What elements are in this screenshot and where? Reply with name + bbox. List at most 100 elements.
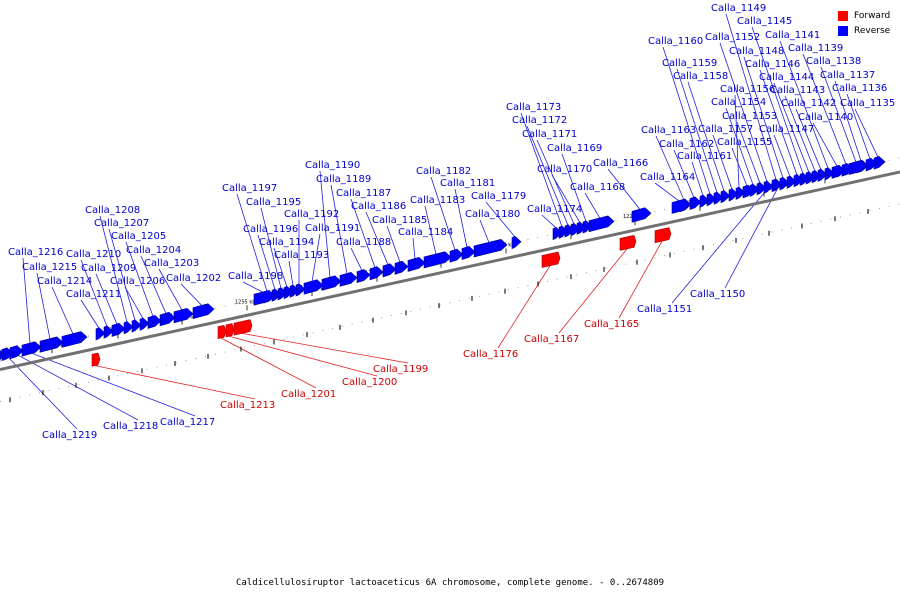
gene-label-calla_1161: Calla_1161 — [677, 151, 732, 162]
leader-calla_1141 — [779, 40, 829, 169]
leader-calla_1165 — [618, 240, 663, 319]
leader-calla_1161 — [691, 161, 704, 196]
gene-label-calla_1195: Calla_1195 — [246, 197, 301, 208]
leader-calla_1188 — [350, 247, 363, 271]
leader-calla_1181 — [454, 188, 468, 248]
gene-feature-calla_1204 — [159, 311, 176, 327]
leader-calla_1151 — [671, 179, 776, 304]
gene-label-calla_1189: Calla_1189 — [316, 174, 371, 185]
gene-feature-calla_1160 — [706, 193, 717, 207]
gene-label-calla_1140: Calla_1140 — [798, 112, 853, 123]
leader-calla_1218 — [5, 348, 139, 421]
leader-calla_1152 — [719, 42, 768, 182]
gene-feature-calla_1165 — [654, 227, 672, 244]
leader-calla_1168 — [584, 192, 601, 219]
leader-calla_1159 — [676, 68, 718, 193]
gene-feature-calla_1192 — [295, 283, 306, 297]
gene-feature-calla_1181 — [461, 246, 476, 260]
leader-calla_1184 — [412, 237, 416, 259]
gene-feature-calla_1201 — [217, 324, 227, 340]
gene-label-calla_1218: Calla_1218 — [103, 421, 158, 432]
gene-label-calla_1203: Calla_1203 — [144, 258, 199, 269]
gene-label-calla_1170: Calla_1170 — [537, 164, 592, 175]
gene-label-calla_1147: Calla_1147 — [759, 124, 814, 135]
leader-calla_1136 — [846, 93, 871, 160]
gene-feature-calla_1153 — [756, 182, 767, 196]
leader-calla_1149 — [725, 13, 777, 180]
leader-calla_1219 — [0, 349, 78, 430]
gene-label-calla_1182: Calla_1182 — [416, 166, 471, 177]
forward-swatch — [838, 10, 848, 21]
legend-forward-label: Forward — [854, 10, 891, 21]
gene-label-calla_1138: Calla_1138 — [806, 56, 861, 67]
gene-label-calla_1174: Calla_1174 — [527, 204, 582, 215]
gene-labels: Calla_1135 Calla_1136 Calla_1137 Calla_1138… — [8, 3, 895, 441]
tick-label: 1255 kbp — [235, 299, 259, 305]
gene-feature-calla_1142 — [817, 168, 828, 182]
gene-label-calla_1194: Calla_1194 — [259, 237, 314, 248]
leader-calla_1153 — [736, 121, 761, 184]
gene-label-calla_1204: Calla_1204 — [126, 245, 181, 256]
leader-calla_1196 — [257, 234, 276, 290]
gene-feature-calla_1143 — [811, 170, 822, 184]
gene-feature-calla_1155 — [742, 184, 755, 199]
gene-label-calla_1153: Calla_1153 — [722, 111, 777, 122]
gene-label-calla_1210: Calla_1210 — [66, 249, 121, 260]
leader-calla_1163 — [655, 135, 685, 201]
gene-label-calla_1180: Calla_1180 — [465, 209, 520, 220]
leader-calla_1211 — [80, 299, 100, 329]
leader-calla_1142 — [795, 108, 822, 170]
leader-calla_1176 — [497, 265, 551, 349]
legend-reverse: Reverse — [838, 23, 890, 38]
leader-calla_1157 — [712, 134, 733, 190]
gene-label-calla_1217: Calla_1217 — [160, 417, 215, 428]
gene-feature-calla_1136 — [865, 157, 878, 172]
gene-label-calla_1209: Calla_1209 — [81, 263, 136, 274]
gene-label-calla_1151: Calla_1151 — [637, 304, 692, 315]
gene-label-calla_1183: Calla_1183 — [410, 195, 465, 206]
gene-feature-calla_1203 — [173, 307, 194, 324]
gene-label-calla_1150: Calla_1150 — [690, 289, 745, 300]
reverse-swatch — [838, 25, 848, 36]
gene-feature-calla_1150 — [779, 177, 790, 191]
leader-calla_1164 — [654, 182, 680, 202]
gene-label-calla_1171: Calla_1171 — [522, 129, 577, 140]
gene-feature-calla_1164 — [671, 199, 690, 214]
gene-feature-calla_1207 — [131, 319, 142, 333]
legend: Forward Reverse — [838, 8, 890, 38]
leader-calla_1201 — [220, 337, 317, 389]
gene-label-calla_1169: Calla_1169 — [547, 143, 602, 154]
gene-feature-calla_1200 — [225, 323, 235, 338]
leader-calla_1144 — [773, 82, 810, 173]
gene-label-calla_1219: Calla_1219 — [42, 430, 97, 441]
gene-label-calla_1215: Calla_1215 — [22, 262, 77, 273]
gene-label-calla_1208: Calla_1208 — [85, 205, 140, 216]
gene-label-calla_1185: Calla_1185 — [372, 215, 427, 226]
gene-feature-calla_1199 — [233, 319, 253, 336]
gene-label-calla_1187: Calla_1187 — [336, 188, 391, 199]
gene-feature-calla_1205 — [147, 314, 162, 329]
leader-calla_1193 — [288, 260, 294, 286]
gene-feature-calla_1151 — [771, 178, 782, 193]
leader-calla_1191 — [311, 233, 321, 282]
gene-feature-calla_1182 — [449, 248, 464, 263]
gene-label-calla_1149: Calla_1149 — [711, 3, 766, 14]
gene-feature-calla_1179 — [511, 235, 522, 250]
leader-calla_1213 — [94, 365, 256, 400]
gene-feature-calla_1159 — [713, 191, 724, 205]
gene-feature-calla_1185 — [394, 260, 409, 275]
leader-calla_1155 — [731, 147, 748, 187]
gene-feature-calla_1180 — [473, 239, 508, 258]
leader-calla_1180 — [479, 219, 490, 243]
leader-calla_1145 — [751, 26, 804, 174]
gene-feature-calla_1198 — [253, 289, 276, 306]
leader-calla_1135 — [854, 108, 879, 158]
gene-feature-calla_1144 — [805, 171, 816, 185]
gene-label-calla_1207: Calla_1207 — [94, 218, 149, 229]
leader-calla_1171 — [536, 139, 575, 225]
gene-label-calla_1184: Calla_1184 — [398, 227, 453, 238]
gene-label-calla_1179: Calla_1179 — [471, 191, 526, 202]
gene-feature-calla_1191 — [303, 279, 324, 295]
leader-calla_1189 — [330, 184, 348, 274]
leader-calla_1139 — [802, 53, 847, 165]
